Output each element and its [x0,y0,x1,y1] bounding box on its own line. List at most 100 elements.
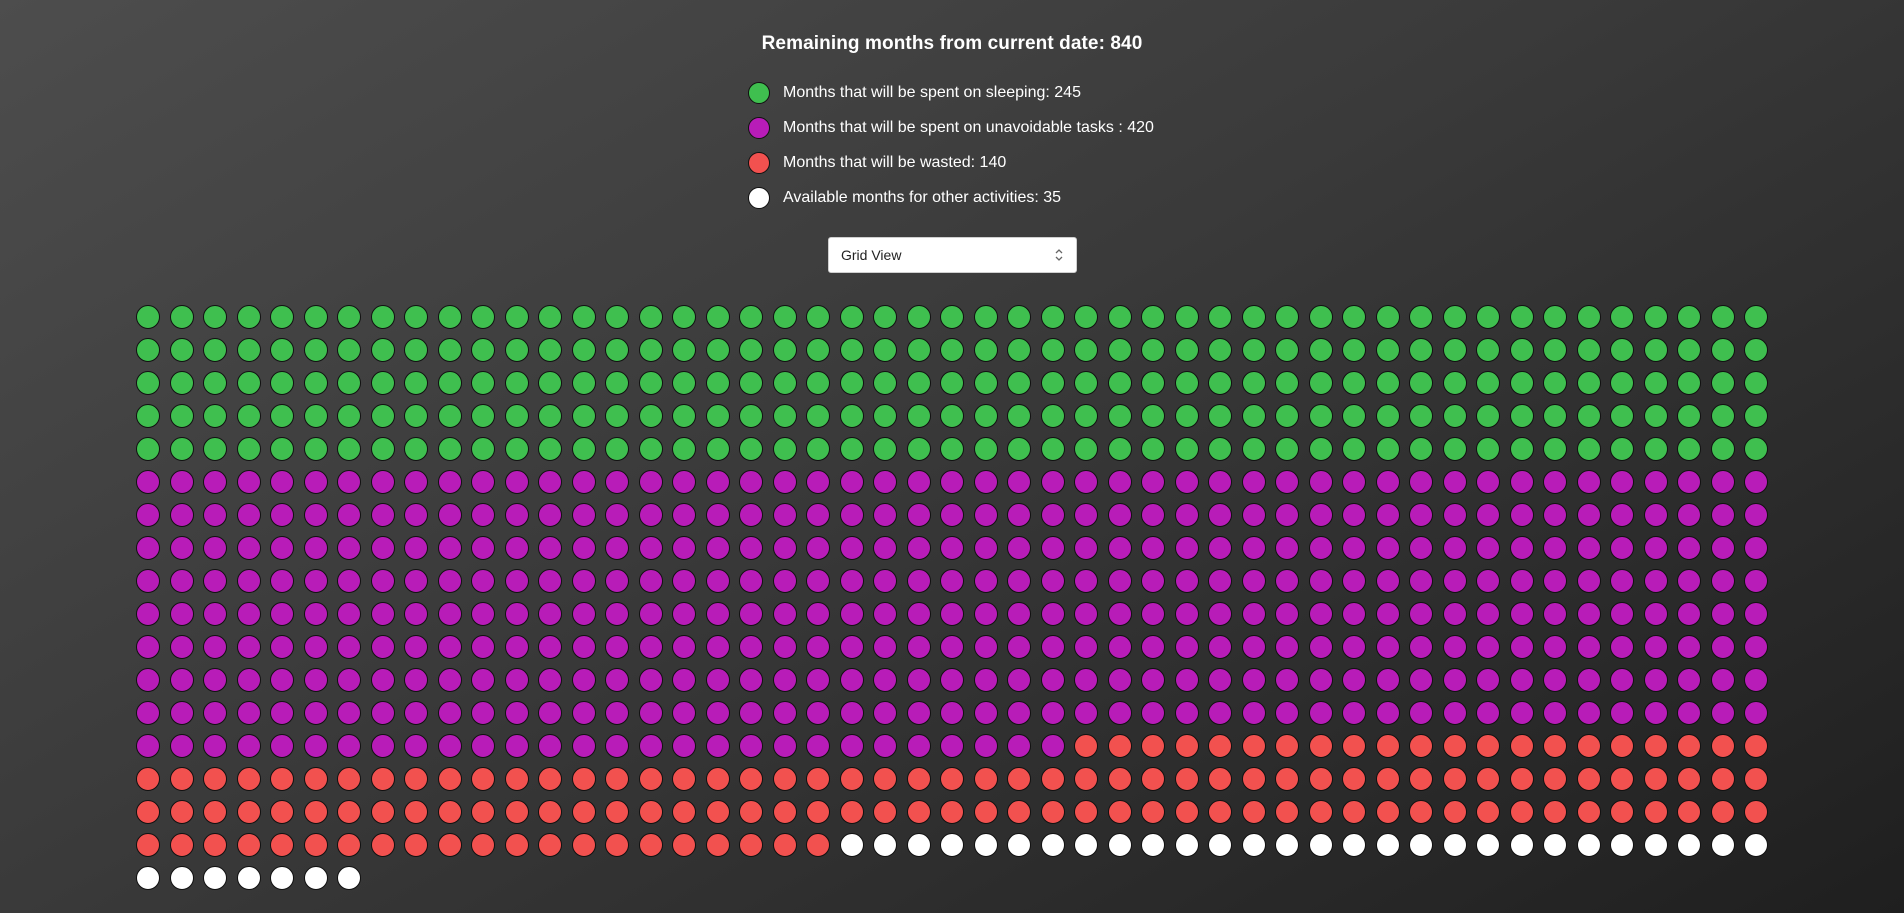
month-dot-sleeping [605,404,629,428]
month-dot-sleeping [839,404,864,428]
month-dot-sleeping [1040,338,1065,362]
month-dot-sleeping [1576,404,1601,428]
month-dot-sleeping [337,305,361,329]
month-dot-wasted [1509,800,1534,824]
month-dot-unavoidable [370,602,395,626]
month-dot-sleeping [1476,437,1500,461]
month-dot-sleeping [538,437,562,461]
month-dot-available [1308,833,1333,857]
month-dot-unavoidable [169,734,194,758]
month-dot-wasted [739,800,763,824]
month-dot-sleeping [1275,371,1299,395]
month-dot-unavoidable [1141,701,1165,725]
month-dot-unavoidable [169,635,194,659]
month-dot-unavoidable [772,503,797,527]
month-dot-unavoidable [370,569,395,593]
month-dot-sleeping [203,404,227,428]
month-dot-unavoidable [1610,569,1634,593]
month-dot-sleeping [1576,371,1601,395]
month-dot-wasted [806,833,830,857]
month-dot-unavoidable [605,668,629,692]
month-dot-unavoidable [1677,569,1701,593]
month-dot-unavoidable [605,536,629,560]
month-dot-unavoidable [1543,701,1567,725]
month-dot-wasted [739,767,763,791]
month-dot-sleeping [1342,305,1366,329]
month-dot-wasted [1342,800,1366,824]
month-dot-unavoidable [672,635,696,659]
month-dot-unavoidable [303,734,328,758]
month-dot-unavoidable [203,701,227,725]
month-dot-unavoidable [1409,635,1433,659]
month-dot-wasted [1074,734,1098,758]
month-dot-available [1007,833,1031,857]
month-dot-unavoidable [1007,470,1031,494]
month-dot-unavoidable [1576,701,1601,725]
month-dot-sleeping [504,338,529,362]
month-dot-sleeping [270,305,294,329]
month-dot-sleeping [672,437,696,461]
month-dot-unavoidable [370,701,395,725]
month-dot-unavoidable [437,635,462,659]
month-dot-unavoidable [337,536,361,560]
month-dot-wasted [1208,734,1232,758]
month-dot-wasted [1576,800,1601,824]
month-dot-unavoidable [1375,668,1400,692]
month-dot-wasted [1442,734,1467,758]
month-dot-wasted [1710,734,1735,758]
month-dot-sleeping [1509,338,1534,362]
month-dot-unavoidable [1744,470,1768,494]
month-dot-sleeping [906,404,931,428]
month-dot-sleeping [303,404,328,428]
month-dot-unavoidable [806,470,830,494]
month-dot-sleeping [504,437,529,461]
month-dot-sleeping [1710,371,1735,395]
month-dot-unavoidable [404,536,428,560]
month-dot-sleeping [705,404,730,428]
month-dot-unavoidable [1107,701,1132,725]
month-dot-unavoidable [1576,470,1601,494]
month-dot-unavoidable [1476,701,1500,725]
month-dot-unavoidable [873,701,897,725]
month-dot-sleeping [772,338,797,362]
month-dot-unavoidable [772,470,797,494]
month-dot-unavoidable [672,569,696,593]
month-dot-available [1375,833,1400,857]
view-select[interactable]: Grid View [828,237,1077,273]
month-dot-wasted [1610,734,1634,758]
month-dot-sleeping [1107,437,1132,461]
month-dot-sleeping [404,338,428,362]
month-dot-sleeping [337,338,361,362]
month-dot-unavoidable [906,569,931,593]
month-dot-unavoidable [1710,569,1735,593]
white-circle-icon [748,186,770,209]
month-dot-unavoidable [1409,701,1433,725]
month-dot-unavoidable [337,470,361,494]
month-dot-wasted [1141,734,1165,758]
month-dot-wasted [1241,767,1266,791]
month-dot-unavoidable [1208,602,1232,626]
month-dot-unavoidable [638,635,663,659]
month-dot-unavoidable [571,701,596,725]
month-dot-unavoidable [839,701,864,725]
month-dot-unavoidable [169,470,194,494]
month-dot-unavoidable [873,470,897,494]
month-dot-sleeping [471,437,495,461]
month-dot-unavoidable [739,701,763,725]
month-dot-wasted [337,833,361,857]
legend-item-available: Available months for other activities: 3… [748,180,1154,215]
month-dot-unavoidable [1677,503,1701,527]
month-dot-unavoidable [1074,701,1098,725]
month-dot-wasted [672,833,696,857]
month-dot-sleeping [940,338,964,362]
month-dot-sleeping [772,404,797,428]
month-dot-sleeping [1409,371,1433,395]
month-dot-sleeping [1141,305,1165,329]
month-dot-sleeping [1409,437,1433,461]
month-dot-unavoidable [136,734,160,758]
month-dot-unavoidable [1208,701,1232,725]
month-dot-unavoidable [437,734,462,758]
month-dot-wasted [1308,800,1333,824]
month-dot-sleeping [136,437,160,461]
month-dot-sleeping [940,371,964,395]
